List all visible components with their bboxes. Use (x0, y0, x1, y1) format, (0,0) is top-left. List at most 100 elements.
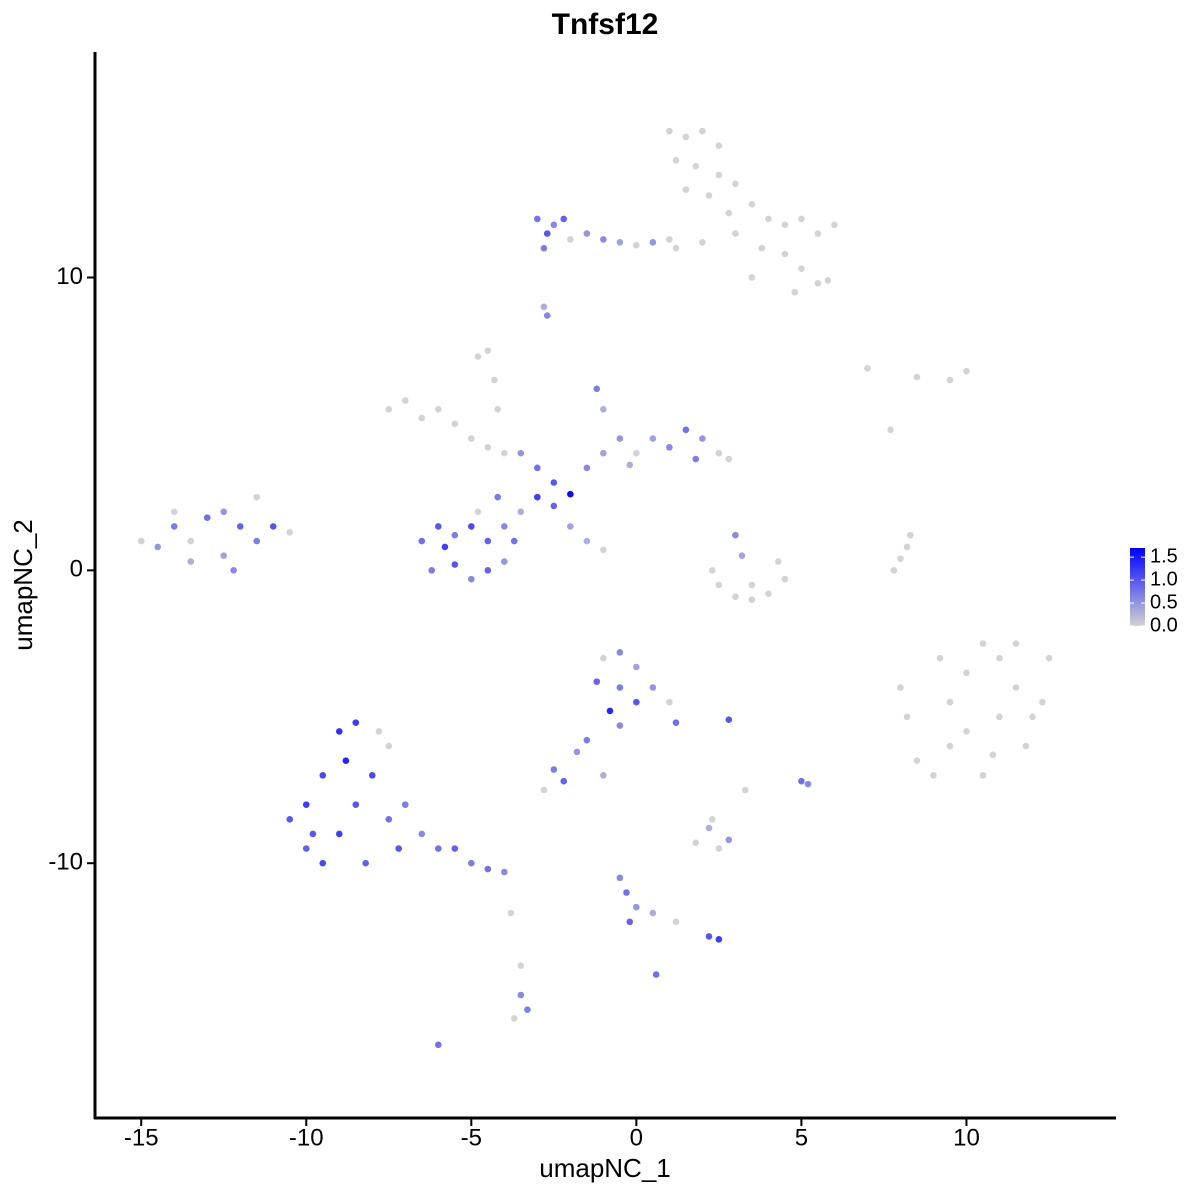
point (468, 575, 475, 583)
point (517, 449, 525, 457)
point (435, 1041, 442, 1049)
point (913, 757, 921, 765)
point (626, 461, 634, 469)
point (236, 523, 244, 530)
point (451, 561, 459, 568)
point (725, 455, 733, 463)
point (428, 567, 435, 574)
point (903, 543, 911, 551)
point (616, 874, 624, 882)
point (534, 464, 541, 472)
point (368, 772, 376, 779)
point (732, 531, 739, 539)
point (501, 558, 508, 565)
point (633, 663, 640, 671)
y-axis-title: umapNC_2 (8, 519, 38, 651)
point (540, 303, 548, 311)
point (699, 239, 706, 246)
point (286, 815, 294, 823)
point (335, 728, 343, 735)
point (633, 449, 640, 457)
point (154, 543, 162, 551)
point (253, 537, 261, 545)
point (435, 405, 442, 413)
point (534, 493, 541, 501)
point (715, 845, 723, 852)
colorbar-label: 0.0 (1150, 614, 1178, 636)
point (352, 719, 360, 726)
point (441, 543, 449, 551)
point (362, 859, 369, 867)
point (623, 889, 630, 896)
point (501, 523, 508, 530)
point (715, 449, 723, 457)
point (946, 742, 954, 750)
point (996, 713, 1003, 721)
point (616, 722, 624, 729)
point (593, 385, 601, 393)
point (583, 736, 591, 744)
chart-title: Tnfsf12 (552, 8, 659, 41)
point (649, 684, 657, 691)
point (567, 523, 574, 530)
point (626, 918, 634, 926)
point (781, 250, 789, 258)
point (748, 200, 756, 208)
point (765, 215, 772, 223)
point (705, 933, 713, 940)
point (1022, 742, 1030, 750)
point (666, 444, 673, 451)
point (725, 836, 733, 844)
point (583, 537, 591, 545)
point (1012, 640, 1020, 647)
point (474, 353, 482, 360)
point (507, 909, 515, 917)
point (666, 236, 673, 243)
point (203, 514, 211, 521)
point (517, 991, 525, 999)
point (996, 654, 1003, 662)
point (781, 575, 789, 583)
point (170, 523, 178, 530)
point (890, 567, 898, 574)
point (633, 241, 640, 249)
point (798, 215, 805, 223)
point (963, 669, 970, 677)
colorbar-label: 1.5 (1150, 545, 1178, 567)
point (732, 230, 739, 237)
point (798, 265, 805, 273)
point (385, 815, 393, 823)
point (484, 865, 492, 873)
point (468, 435, 475, 442)
point (692, 839, 700, 847)
point (699, 435, 706, 442)
point (633, 903, 640, 911)
point (666, 698, 673, 706)
point (748, 274, 756, 281)
point (616, 684, 624, 691)
x-tick-label: 10 (953, 1124, 980, 1151)
point (946, 698, 954, 706)
x-tick-label: -5 (461, 1124, 482, 1151)
point (170, 508, 178, 516)
point (335, 830, 343, 838)
point (831, 221, 838, 229)
point (708, 567, 716, 574)
point (401, 801, 409, 808)
point (418, 414, 426, 422)
point (1029, 713, 1036, 721)
point (725, 716, 733, 724)
point (715, 142, 723, 150)
point (692, 162, 700, 170)
point (319, 772, 327, 779)
point (963, 728, 970, 735)
point (494, 405, 502, 413)
point (583, 230, 591, 237)
point (137, 537, 145, 545)
points (137, 127, 1053, 1049)
point (451, 420, 459, 428)
point (705, 192, 713, 199)
point (979, 640, 987, 647)
point (540, 244, 548, 252)
